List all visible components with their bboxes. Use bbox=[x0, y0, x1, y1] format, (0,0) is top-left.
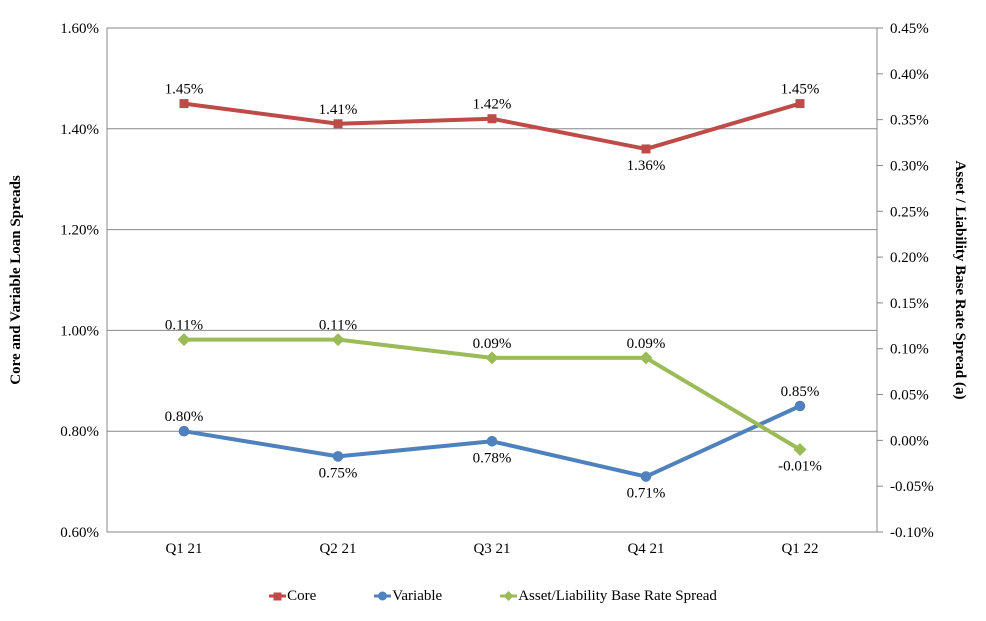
right-axis-tick-label: -0.05% bbox=[890, 479, 934, 495]
legend-label: Variable bbox=[392, 587, 443, 604]
left-axis-tick-label: 1.20% bbox=[60, 223, 99, 239]
x-axis-tick-label: Q1 22 bbox=[781, 541, 818, 557]
legend-label: Core bbox=[287, 587, 317, 604]
data-label-asset-liability-base-rate-spread-q2-21: 0.11% bbox=[319, 318, 357, 334]
data-point-asset-liability-base-rate-spread-q2-21[interactable] bbox=[331, 333, 345, 347]
right-axis-tick-label: 0.40% bbox=[890, 67, 929, 83]
data-label-variable-q1-22: 0.85% bbox=[781, 384, 820, 400]
legend-item-asset-liability-base-rate-spread[interactable]: Asset/Liability Base Rate Spread bbox=[500, 588, 717, 605]
legend-label: Asset/Liability Base Rate Spread bbox=[518, 587, 717, 604]
data-point-core-q4-21[interactable] bbox=[641, 144, 651, 154]
data-point-core-q1-22[interactable] bbox=[795, 99, 805, 109]
data-label-asset-liability-base-rate-spread-q1-22: -0.01% bbox=[778, 459, 822, 475]
data-point-variable-q3-21[interactable] bbox=[486, 435, 498, 447]
right-axis-tick-label: 0.00% bbox=[890, 433, 929, 449]
data-label-asset-liability-base-rate-spread-q3-21: 0.09% bbox=[473, 336, 512, 352]
right-axis-tick-label: 0.30% bbox=[890, 158, 929, 174]
data-label-variable-q2-21: 0.75% bbox=[319, 465, 358, 481]
x-axis-tick-label: Q2 21 bbox=[319, 541, 356, 557]
right-axis-tick-label: 0.20% bbox=[890, 250, 929, 266]
data-label-asset-liability-base-rate-spread-q1-21: 0.11% bbox=[165, 318, 203, 334]
data-point-asset-liability-base-rate-spread-q4-21[interactable] bbox=[639, 351, 653, 365]
data-label-core-q3-21: 1.42% bbox=[473, 97, 512, 113]
data-label-variable-q4-21: 0.71% bbox=[627, 486, 666, 502]
left-axis-tick-label: 0.60% bbox=[60, 525, 99, 541]
data-point-asset-liability-base-rate-spread-q1-21[interactable] bbox=[177, 333, 191, 347]
left-axis-tick-label: 1.00% bbox=[60, 323, 99, 339]
data-point-variable-q1-21[interactable] bbox=[178, 425, 190, 437]
data-point-core-q1-21[interactable] bbox=[179, 99, 189, 109]
right-axis-tick-label: 0.45% bbox=[890, 21, 929, 37]
right-axis-tick-label: 0.25% bbox=[890, 204, 929, 220]
data-point-core-q2-21[interactable] bbox=[333, 119, 343, 129]
data-point-variable-q4-21[interactable] bbox=[640, 471, 652, 482]
right-axis-tick-label: 0.05% bbox=[890, 388, 929, 404]
left-axis-tick-label: 1.40% bbox=[60, 122, 99, 138]
data-label-asset-liability-base-rate-spread-q4-21: 0.09% bbox=[627, 336, 666, 352]
right-axis-tick-label: -0.10% bbox=[890, 525, 934, 541]
plot-border bbox=[106, 27, 878, 533]
right-axis-tick-label: 0.10% bbox=[890, 342, 929, 358]
data-label-core-q2-21: 1.41% bbox=[319, 102, 358, 118]
legend-marker-circle-icon bbox=[374, 591, 392, 601]
left-axis-title: Core and Variable Loan Spreads bbox=[8, 175, 24, 385]
data-point-variable-q1-22[interactable] bbox=[794, 400, 806, 412]
legend-item-core[interactable]: Core bbox=[269, 588, 316, 605]
data-point-asset-liability-base-rate-spread-q3-21[interactable] bbox=[485, 351, 499, 365]
legend-item-variable[interactable]: Variable bbox=[374, 588, 442, 605]
data-point-variable-q2-21[interactable] bbox=[332, 451, 344, 462]
right-axis-title: Asset / Liability Base Rate Spread (a) bbox=[952, 161, 968, 400]
left-axis-tick-label: 0.80% bbox=[60, 424, 99, 440]
data-label-variable-q1-21: 0.80% bbox=[165, 409, 204, 425]
data-point-core-q3-21[interactable] bbox=[487, 114, 497, 124]
data-label-core-q1-21: 1.45% bbox=[165, 82, 204, 98]
data-point-asset-liability-base-rate-spread-q1-22[interactable] bbox=[793, 443, 807, 457]
left-axis-tick-label: 1.60% bbox=[60, 21, 99, 37]
data-label-core-q4-21: 1.36% bbox=[627, 158, 666, 174]
legend-marker-diamond-icon bbox=[500, 591, 518, 601]
data-label-core-q1-22: 1.45% bbox=[781, 82, 820, 98]
data-label-variable-q3-21: 0.78% bbox=[473, 450, 512, 466]
x-axis-tick-label: Q4 21 bbox=[627, 541, 664, 557]
legend-marker-square-icon bbox=[269, 592, 287, 601]
x-axis-tick-label: Q3 21 bbox=[473, 541, 510, 557]
right-axis-tick-label: 0.15% bbox=[890, 296, 929, 312]
right-axis-tick-label: 0.35% bbox=[890, 113, 929, 129]
legend: Core Variable Asset/Liability Base Rate Sp… bbox=[0, 584, 986, 608]
x-axis-tick-label: Q1 21 bbox=[165, 541, 202, 557]
